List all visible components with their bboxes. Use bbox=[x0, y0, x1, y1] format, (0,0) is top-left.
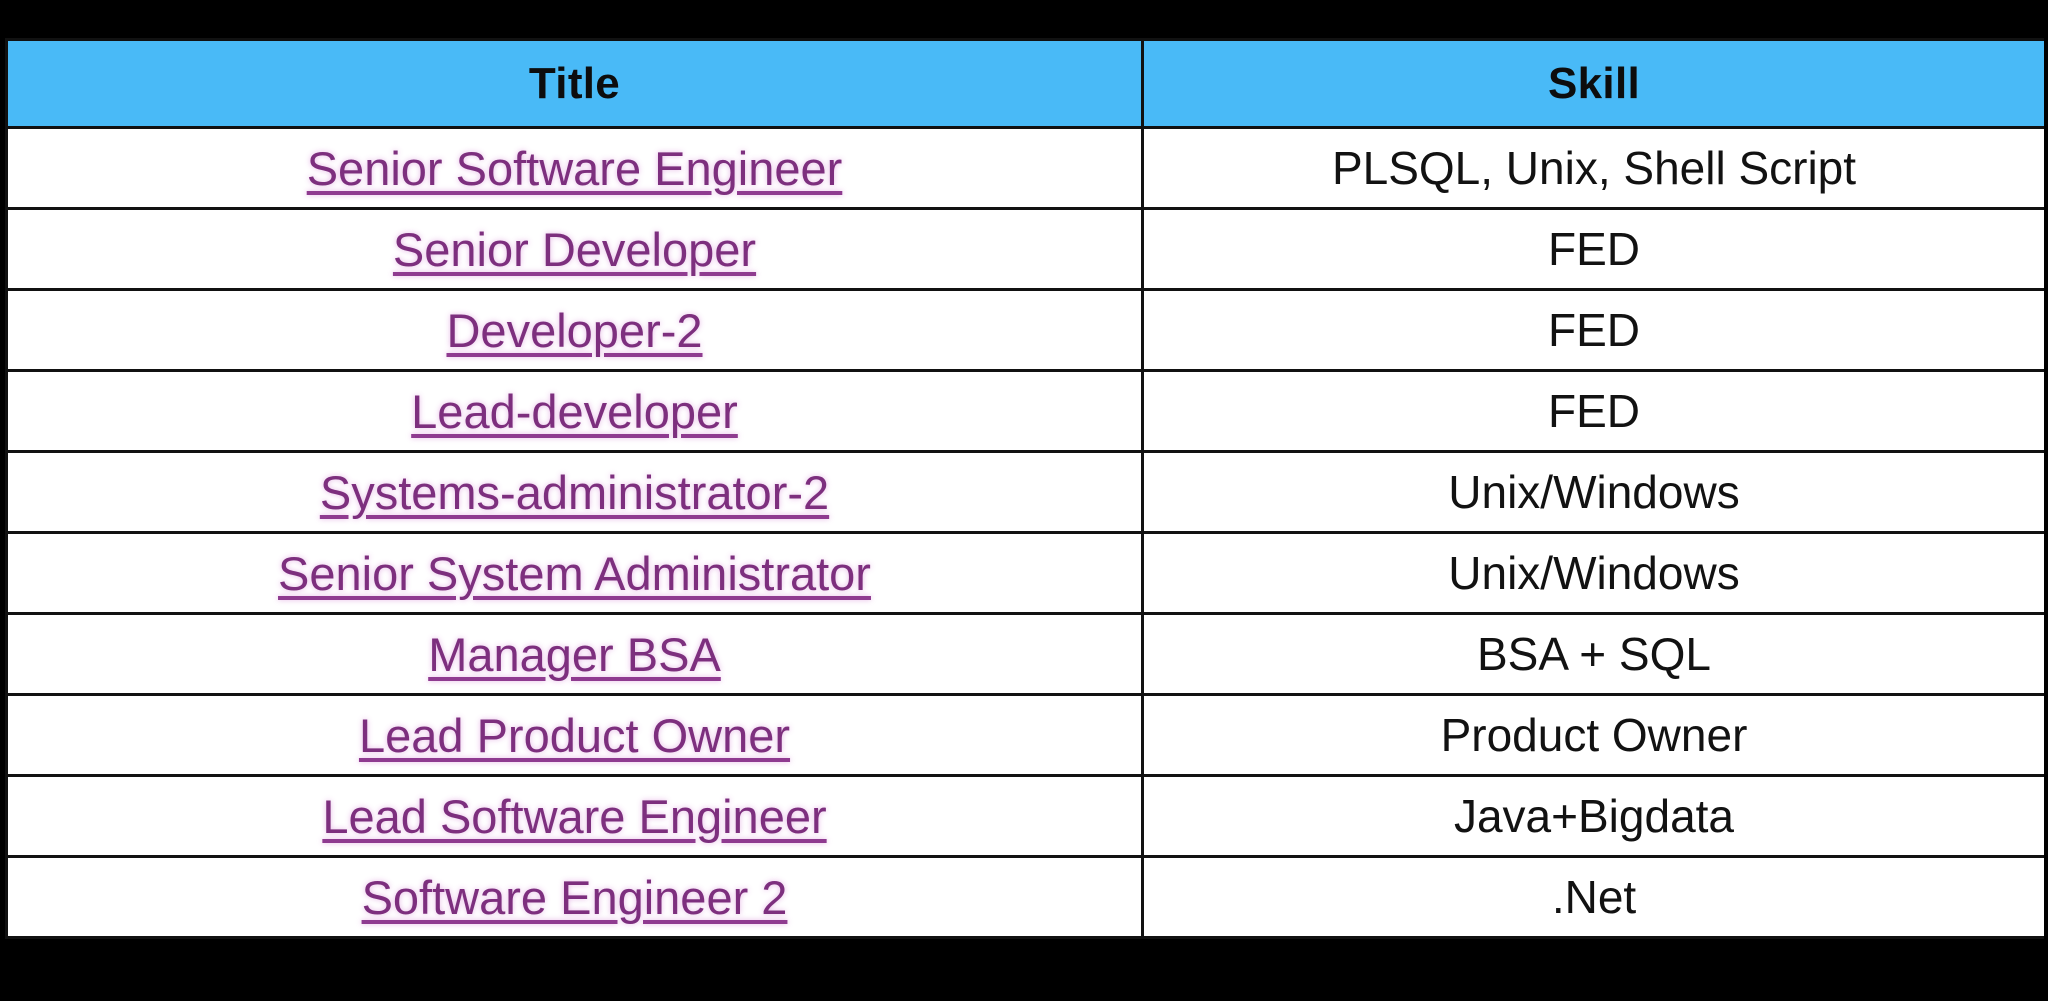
table-row: Systems-administrator-2 Unix/Windows bbox=[5, 450, 2044, 534]
skill-text: Unix/Windows bbox=[1448, 547, 1740, 599]
cell-title: Software Engineer 2 bbox=[5, 855, 1144, 939]
column-header-title[interactable]: Title bbox=[5, 38, 1144, 129]
table-row: Developer-2 FED bbox=[5, 288, 2044, 372]
cell-skill: Unix/Windows bbox=[1141, 531, 2044, 615]
title-link[interactable]: Senior Developer bbox=[392, 222, 757, 276]
table-body: Senior Software Engineer PLSQL, Unix, She… bbox=[5, 126, 2044, 939]
cell-title: Senior System Administrator bbox=[5, 531, 1144, 615]
title-link[interactable]: Senior Software Engineer bbox=[306, 141, 843, 195]
title-link[interactable]: Lead Software Engineer bbox=[322, 789, 827, 843]
table-row: Lead Software Engineer Java+Bigdata bbox=[5, 774, 2044, 858]
cell-title: Lead-developer bbox=[5, 369, 1144, 453]
cell-skill: Unix/Windows bbox=[1141, 450, 2044, 534]
cell-skill: FED bbox=[1141, 207, 2044, 291]
table-row: Software Engineer 2 .Net bbox=[5, 855, 2044, 939]
cell-title: Manager BSA bbox=[5, 612, 1144, 696]
cell-skill: Java+Bigdata bbox=[1141, 774, 2044, 858]
title-link[interactable]: Lead-developer bbox=[411, 384, 738, 438]
table-row: Senior Software Engineer PLSQL, Unix, She… bbox=[5, 126, 2044, 210]
cell-skill: BSA + SQL bbox=[1141, 612, 2044, 696]
table-row: Manager BSA BSA + SQL bbox=[5, 612, 2044, 696]
title-link[interactable]: Software Engineer 2 bbox=[361, 870, 788, 924]
top-letterbox-bar bbox=[0, 0, 2048, 38]
job-titles-skills-table: Title Skill Senior Software Engineer PLSQ… bbox=[5, 38, 2044, 939]
bottom-letterbox-bar bbox=[0, 965, 2048, 1001]
title-link[interactable]: Manager BSA bbox=[428, 627, 721, 681]
cell-title: Senior Developer bbox=[5, 207, 1144, 291]
skill-text: Unix/Windows bbox=[1448, 466, 1740, 518]
cell-skill: FED bbox=[1141, 369, 2044, 453]
title-link[interactable]: Lead Product Owner bbox=[358, 708, 791, 762]
skill-text: FED bbox=[1548, 304, 1640, 356]
cell-title: Systems-administrator-2 bbox=[5, 450, 1144, 534]
table-row: Lead-developer FED bbox=[5, 369, 2044, 453]
header-row: Title Skill bbox=[5, 38, 2044, 129]
skill-text: BSA + SQL bbox=[1477, 628, 1711, 680]
table-row: Senior System Administrator Unix/Windows bbox=[5, 531, 2044, 615]
table-viewport: Title Skill Senior Software Engineer PLSQ… bbox=[5, 38, 2044, 965]
right-letterbox-bar bbox=[2044, 0, 2048, 1001]
column-header-skill[interactable]: Skill bbox=[1141, 38, 2044, 129]
skill-text: FED bbox=[1548, 385, 1640, 437]
table-header: Title Skill bbox=[5, 38, 2044, 129]
title-link[interactable]: Senior System Administrator bbox=[278, 546, 871, 600]
skill-text: PLSQL, Unix, Shell Script bbox=[1331, 142, 1857, 194]
cell-skill: Product Owner bbox=[1141, 693, 2044, 777]
table-row: Lead Product Owner Product Owner bbox=[5, 693, 2044, 777]
table-row: Senior Developer FED bbox=[5, 207, 2044, 291]
cell-title: Lead Product Owner bbox=[5, 693, 1144, 777]
title-link[interactable]: Developer-2 bbox=[446, 303, 703, 357]
cell-title: Senior Software Engineer bbox=[5, 126, 1144, 210]
skill-text: Product Owner bbox=[1440, 709, 1748, 761]
skill-text: FED bbox=[1548, 223, 1640, 275]
skill-text: .Net bbox=[1551, 871, 1637, 923]
cell-title: Developer-2 bbox=[5, 288, 1144, 372]
cell-skill: FED bbox=[1141, 288, 2044, 372]
title-link[interactable]: Systems-administrator-2 bbox=[319, 465, 830, 519]
cell-title: Lead Software Engineer bbox=[5, 774, 1144, 858]
left-letterbox-bar bbox=[0, 0, 5, 1001]
skill-text: Java+Bigdata bbox=[1453, 790, 1735, 842]
cell-skill: PLSQL, Unix, Shell Script bbox=[1141, 126, 2044, 210]
cell-skill: .Net bbox=[1141, 855, 2044, 939]
